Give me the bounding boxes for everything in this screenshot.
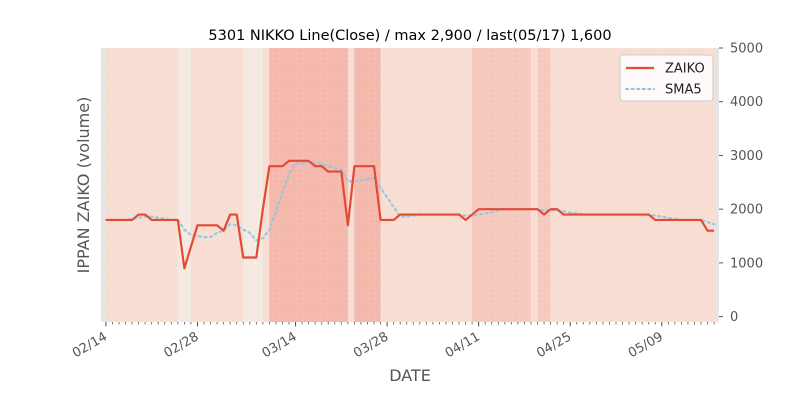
y-tick-label: 3000 [730, 149, 763, 164]
chart-title: 5301 NIKKO Line(Close) / max 2,900 / las… [208, 28, 611, 44]
background-band [269, 48, 348, 322]
y-tick-label: 4000 [730, 95, 763, 110]
background-band [105, 48, 178, 322]
background-band [537, 48, 551, 322]
x-tick-label: 03/28 [351, 329, 391, 361]
background-band [243, 48, 263, 322]
x-tick-label: 05/09 [626, 329, 666, 361]
x-tick-label: 02/28 [162, 329, 202, 361]
legend-label-sma5: SMA5 [665, 83, 702, 98]
x-tick-label: 04/11 [443, 329, 483, 361]
background-band [472, 48, 531, 322]
y-tick-label: 5000 [730, 42, 763, 57]
background-band [347, 48, 355, 322]
legend: ZAIKO SMA5 [619, 54, 714, 102]
background-band [530, 48, 538, 322]
x-axis-label: DATE [389, 366, 431, 385]
legend-label-zaiko: ZAIKO [665, 62, 705, 77]
x-tick-label: 02/14 [70, 329, 110, 361]
y-tick-label: 2000 [730, 203, 763, 218]
series-line-zaiko [105, 159, 715, 270]
background-band [177, 48, 191, 322]
x-tick-label: 04/25 [534, 329, 574, 361]
plot-area: 0 1000 2000 3000 4000 5000 02/14 02/28 03/14 03/2… [70, 42, 763, 362]
background-band [380, 48, 473, 322]
background-band [190, 48, 244, 322]
y-tick-label: 1000 [730, 256, 763, 271]
x-tick-label: 03/14 [260, 329, 300, 361]
y-tick-label: 0 [730, 310, 738, 325]
y-axis-label: IPPAN ZAIKO (volume) [74, 97, 93, 274]
